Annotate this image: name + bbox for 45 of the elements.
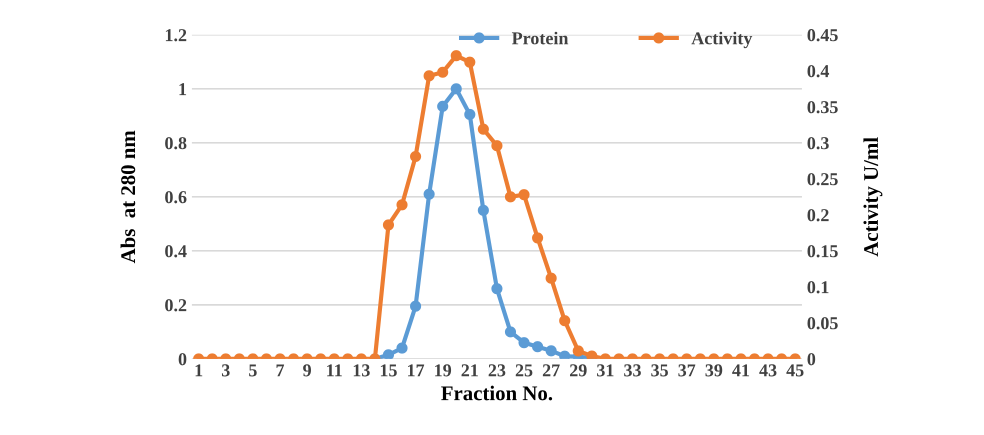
y2-tick-label: 0.25 <box>808 173 838 186</box>
x-tick-label: 7 <box>276 364 284 376</box>
x-tick-label: 39 <box>705 364 722 376</box>
y-tick-label: 1.2 <box>166 29 186 42</box>
y2-tick-label: 0.45 <box>808 29 838 42</box>
y-tick-label: 0.2 <box>165 299 186 312</box>
x-tick-label: 17 <box>408 364 424 376</box>
x-tick-label: 23 <box>488 364 506 376</box>
x-tick-label: 19 <box>435 364 452 376</box>
y2-tick-label: 0.4 <box>808 65 830 78</box>
x-tick-label: 33 <box>624 364 641 376</box>
y-tick-label: 0.4 <box>165 245 187 258</box>
y2-tick-label: 0.15 <box>808 245 838 258</box>
x-tick-label: 5 <box>249 364 257 376</box>
x-tick-label: 11 <box>327 364 342 376</box>
legend-label: Activity <box>691 32 752 48</box>
y2-tick-label: 0 <box>808 353 816 366</box>
x-tick-label: 45 <box>786 364 804 376</box>
x-tick-label: 9 <box>303 364 311 376</box>
x-tick-label: 25 <box>516 364 532 376</box>
x-tick-label: 3 <box>222 364 230 376</box>
x-tick-label: 37 <box>678 364 696 376</box>
x-tick-label: 21 <box>462 364 478 376</box>
y-tick-label: 0 <box>178 353 186 366</box>
y2-axis-title: Activity U/ml <box>863 137 882 257</box>
x-tick-label: 35 <box>651 364 668 376</box>
legend-label: Protein <box>512 32 568 44</box>
y2-tick-label: 0.05 <box>808 317 838 330</box>
y2-tick-label: 0.3 <box>808 137 829 150</box>
y2-tick-label: 0.1 <box>808 281 828 294</box>
y-tick-label: 0.8 <box>165 137 186 150</box>
x-tick-label: 31 <box>597 364 614 376</box>
y2-tick-label: 0.2 <box>808 209 829 222</box>
x-tick-label: 29 <box>570 364 587 376</box>
y2-tick-label: 0.35 <box>808 101 838 114</box>
y-axis-title: Abs at 280 nm <box>120 130 136 264</box>
x-tick-label: 13 <box>354 364 370 376</box>
x-tick-label: 1 <box>196 364 202 376</box>
y-tick-label: 1 <box>179 83 186 96</box>
y-tick-label: 0.6 <box>165 191 186 204</box>
x-tick-label: 27 <box>542 364 560 376</box>
x-tick-label: 15 <box>380 364 397 376</box>
x-tick-label: 41 <box>732 364 750 376</box>
x-tick-label: 43 <box>759 364 776 376</box>
x-axis-title: Fraction No. <box>441 386 552 400</box>
